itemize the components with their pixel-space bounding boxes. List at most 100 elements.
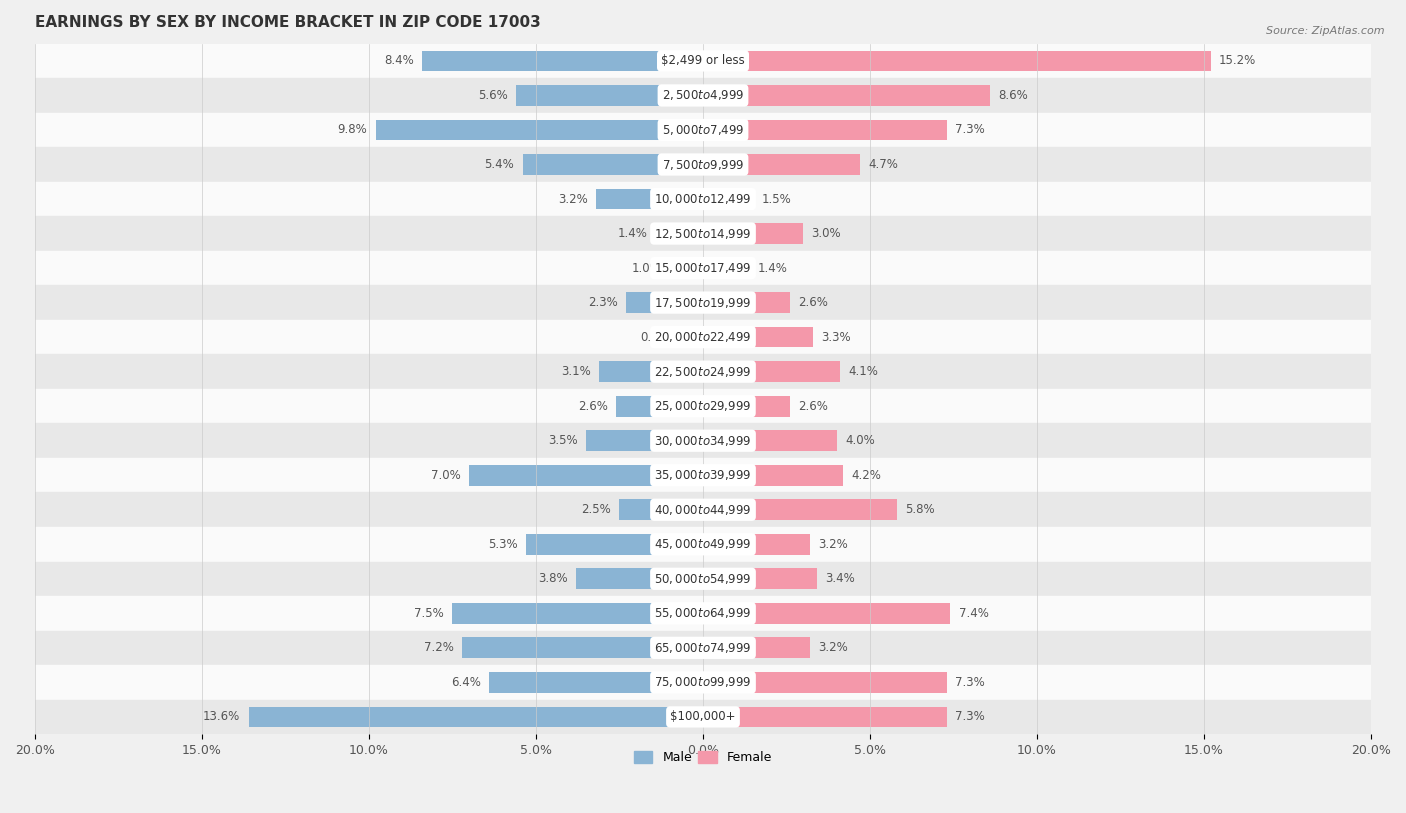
- Text: 3.1%: 3.1%: [561, 365, 591, 378]
- Text: $75,000 to $99,999: $75,000 to $99,999: [654, 676, 752, 689]
- Bar: [703, 499, 897, 520]
- Bar: [35, 493, 1371, 527]
- Text: 3.2%: 3.2%: [558, 193, 588, 206]
- Bar: [703, 672, 946, 693]
- Bar: [586, 430, 703, 451]
- Bar: [703, 430, 837, 451]
- Text: 3.5%: 3.5%: [548, 434, 578, 447]
- Legend: Male, Female: Male, Female: [628, 746, 778, 769]
- Bar: [35, 285, 1371, 320]
- Text: 2.6%: 2.6%: [799, 400, 828, 413]
- Text: $17,500 to $19,999: $17,500 to $19,999: [654, 296, 752, 310]
- Text: $65,000 to $74,999: $65,000 to $74,999: [654, 641, 752, 654]
- Text: 3.2%: 3.2%: [818, 537, 848, 550]
- Text: 1.5%: 1.5%: [762, 193, 792, 206]
- Text: $55,000 to $64,999: $55,000 to $64,999: [654, 606, 752, 620]
- Bar: [703, 50, 1211, 72]
- Text: 9.8%: 9.8%: [337, 124, 367, 137]
- Text: $7,500 to $9,999: $7,500 to $9,999: [662, 158, 744, 172]
- Bar: [596, 189, 703, 210]
- Bar: [703, 258, 749, 278]
- Text: $50,000 to $54,999: $50,000 to $54,999: [654, 572, 752, 586]
- Text: 4.2%: 4.2%: [852, 469, 882, 482]
- Bar: [35, 458, 1371, 493]
- Bar: [453, 603, 703, 624]
- Text: 7.3%: 7.3%: [955, 676, 986, 689]
- Bar: [703, 189, 754, 210]
- Text: EARNINGS BY SEX BY INCOME BRACKET IN ZIP CODE 17003: EARNINGS BY SEX BY INCOME BRACKET IN ZIP…: [35, 15, 541, 30]
- Bar: [35, 527, 1371, 562]
- Text: $2,500 to $4,999: $2,500 to $4,999: [662, 89, 744, 102]
- Text: 2.6%: 2.6%: [578, 400, 607, 413]
- Bar: [669, 258, 703, 278]
- Text: 15.2%: 15.2%: [1219, 54, 1257, 67]
- Bar: [703, 361, 839, 382]
- Bar: [703, 224, 803, 244]
- Text: $40,000 to $44,999: $40,000 to $44,999: [654, 502, 752, 517]
- Bar: [526, 534, 703, 554]
- Bar: [657, 224, 703, 244]
- Bar: [35, 147, 1371, 182]
- Bar: [703, 85, 990, 106]
- Bar: [35, 631, 1371, 665]
- Text: 13.6%: 13.6%: [202, 711, 240, 724]
- Text: 5.6%: 5.6%: [478, 89, 508, 102]
- Text: 5.8%: 5.8%: [905, 503, 935, 516]
- Text: $2,499 or less: $2,499 or less: [661, 54, 745, 67]
- Text: $25,000 to $29,999: $25,000 to $29,999: [654, 399, 752, 413]
- Bar: [422, 50, 703, 72]
- Bar: [35, 113, 1371, 147]
- Text: 7.2%: 7.2%: [425, 641, 454, 654]
- Text: 7.0%: 7.0%: [432, 469, 461, 482]
- Bar: [703, 120, 946, 141]
- Bar: [703, 292, 790, 313]
- Bar: [703, 534, 810, 554]
- Text: $20,000 to $22,499: $20,000 to $22,499: [654, 330, 752, 344]
- Text: 5.3%: 5.3%: [488, 537, 517, 550]
- Bar: [35, 665, 1371, 700]
- Text: 6.4%: 6.4%: [451, 676, 481, 689]
- Bar: [470, 465, 703, 485]
- Bar: [35, 216, 1371, 251]
- Text: 0.52%: 0.52%: [640, 331, 678, 344]
- Bar: [249, 706, 703, 728]
- Bar: [620, 499, 703, 520]
- Text: $30,000 to $34,999: $30,000 to $34,999: [654, 433, 752, 448]
- Text: 7.5%: 7.5%: [415, 606, 444, 620]
- Bar: [516, 85, 703, 106]
- Bar: [703, 603, 950, 624]
- Text: 2.6%: 2.6%: [799, 296, 828, 309]
- Text: 3.8%: 3.8%: [538, 572, 568, 585]
- Bar: [703, 568, 817, 589]
- Bar: [599, 361, 703, 382]
- Text: 8.4%: 8.4%: [384, 54, 413, 67]
- Bar: [35, 700, 1371, 734]
- Text: 4.1%: 4.1%: [848, 365, 879, 378]
- Text: 1.4%: 1.4%: [619, 227, 648, 240]
- Bar: [35, 182, 1371, 216]
- Bar: [35, 320, 1371, 354]
- Text: $45,000 to $49,999: $45,000 to $49,999: [654, 537, 752, 551]
- Bar: [35, 354, 1371, 389]
- Text: 4.0%: 4.0%: [845, 434, 875, 447]
- Text: $15,000 to $17,499: $15,000 to $17,499: [654, 261, 752, 275]
- Text: 4.7%: 4.7%: [869, 158, 898, 171]
- Bar: [35, 251, 1371, 285]
- Text: 8.6%: 8.6%: [998, 89, 1028, 102]
- Bar: [576, 568, 703, 589]
- Text: $12,500 to $14,999: $12,500 to $14,999: [654, 227, 752, 241]
- Text: 1.4%: 1.4%: [758, 262, 787, 275]
- Text: $5,000 to $7,499: $5,000 to $7,499: [662, 123, 744, 137]
- Text: 2.5%: 2.5%: [582, 503, 612, 516]
- Text: 7.3%: 7.3%: [955, 124, 986, 137]
- Text: 3.2%: 3.2%: [818, 641, 848, 654]
- Text: 7.4%: 7.4%: [959, 606, 988, 620]
- Bar: [703, 465, 844, 485]
- Text: $10,000 to $12,499: $10,000 to $12,499: [654, 192, 752, 206]
- Bar: [35, 78, 1371, 113]
- Bar: [703, 396, 790, 416]
- Bar: [703, 154, 860, 175]
- Bar: [703, 637, 810, 659]
- Text: 3.4%: 3.4%: [825, 572, 855, 585]
- Bar: [35, 44, 1371, 78]
